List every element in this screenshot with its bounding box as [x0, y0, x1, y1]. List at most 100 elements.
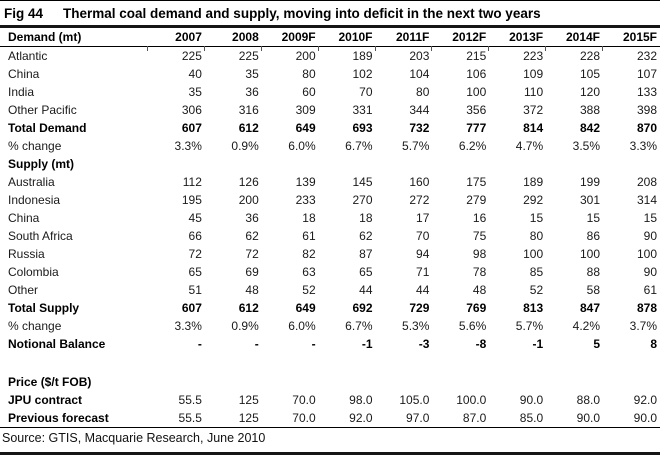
- value-cell-2009f: 6.0%: [288, 139, 316, 153]
- value-cell-2010f: 70: [359, 85, 373, 99]
- table-row-colombia: Colombia 65 69 63 65 71 78 85 88 90: [0, 263, 660, 281]
- value-cell-2011f: 5.3%: [402, 319, 430, 333]
- value-cell-2009f: 649: [295, 301, 316, 315]
- value-cell-2007: 40: [188, 67, 202, 81]
- row-label: Colombia: [8, 265, 59, 279]
- value-cell-2008: 62: [245, 229, 259, 243]
- value-cell-2010f: 693: [352, 121, 373, 135]
- coal-demand-supply-table: Demand (mt) 2007 2008 2009F 2010F 2011F 2012F 2…: [0, 28, 660, 427]
- value-cell-2008: 72: [245, 247, 259, 261]
- value-cell-2012f: 16: [472, 211, 487, 225]
- value-cell-2012f: 106: [466, 67, 487, 81]
- row-label: South Africa: [8, 229, 73, 243]
- value-cell-2008: 35: [245, 67, 259, 81]
- header-cell-year-2009f: 2009F: [260, 28, 319, 51]
- value-cell-2009f: 6.0%: [288, 319, 316, 333]
- value-cell-2011f: 104: [409, 67, 430, 81]
- value-cell-2010f: 189: [352, 49, 373, 63]
- value-cell-2009f: 61: [302, 229, 316, 243]
- value-cell-2013f: 189: [523, 175, 544, 189]
- header-cell-year-2010f: 2010F: [317, 28, 376, 51]
- value-cell-2011f: 105.0: [399, 393, 430, 407]
- value-cell-2014f: 105: [579, 67, 600, 81]
- value-cell-2014f: 3.5%: [572, 139, 600, 153]
- row-label: JPU contract: [8, 393, 83, 407]
- table-row-china: China 40 35 80 102 104 106 109 105 107: [0, 65, 660, 83]
- value-cell-2011f: 5.7%: [402, 139, 430, 153]
- value-cell-2014f: 120: [579, 85, 600, 99]
- value-cell-2013f: 292: [523, 193, 544, 207]
- value-cell-2008: 225: [238, 49, 259, 63]
- value-cell-2012f: 175: [466, 175, 487, 189]
- row-label: Notional Balance: [8, 337, 106, 351]
- table-row-india: India 35 36 60 70 80 100 110 120 133: [0, 83, 660, 101]
- value-cell-2014f: [546, 155, 603, 173]
- value-cell-2013f: -1: [532, 337, 544, 351]
- table-row-other-pacific: Other Pacific 306 316 309 331 344 356 372 388 398: [0, 101, 660, 119]
- value-cell-2009f: [262, 373, 319, 391]
- value-cell-2007: 607: [181, 121, 202, 135]
- value-cell-2015f: 398: [636, 103, 657, 117]
- value-cell-2011f: 203: [409, 49, 430, 63]
- value-cell-2010f: 331: [352, 103, 373, 117]
- value-cell-2011f: -3: [418, 337, 430, 351]
- value-cell-2008: [205, 155, 262, 173]
- value-cell-2011f: 71: [416, 265, 430, 279]
- value-cell-2010f: 92.0: [349, 411, 373, 425]
- value-cell-2008: 612: [238, 301, 259, 315]
- value-cell-2012f: 100: [466, 85, 487, 99]
- row-label: Australia: [8, 175, 55, 189]
- value-cell-2014f: 301: [579, 193, 600, 207]
- value-cell-2007: 66: [188, 229, 202, 243]
- value-cell-2014f: 90.0: [576, 411, 600, 425]
- value-cell-2010f: -1: [361, 337, 373, 351]
- value-cell-2007: -: [197, 337, 202, 351]
- row-label: % change: [8, 319, 62, 333]
- top-rule: [0, 0, 660, 1]
- title-separator-rule: [0, 25, 660, 28]
- value-cell-2010f: 98.0: [349, 393, 373, 407]
- value-cell-2012f: [432, 373, 489, 391]
- value-cell-2009f: 63: [302, 265, 316, 279]
- value-cell-2015f: 8: [650, 337, 657, 351]
- table-row-change: % change 3.3% 0.9% 6.0% 6.7% 5.3% 5.6% 5.7% 4.2%…: [0, 317, 660, 335]
- value-cell-2015f: 90: [643, 265, 657, 279]
- row-label: Previous forecast: [8, 411, 109, 425]
- value-cell-2011f: 97.0: [406, 411, 430, 425]
- value-cell-2015f: 61: [643, 283, 657, 297]
- value-cell-2014f: [546, 373, 603, 391]
- value-cell-2009f: -: [311, 337, 316, 351]
- value-cell-2011f: [376, 373, 433, 391]
- value-cell-2013f: [489, 373, 546, 391]
- table-row-indonesia: Indonesia 195 200 233 270 272 279 292 301 314: [0, 191, 660, 209]
- value-cell-2013f: 100: [523, 247, 544, 261]
- value-cell-2011f: 94: [416, 247, 430, 261]
- value-cell-2014f: 5: [593, 337, 600, 351]
- value-cell-2010f: [319, 155, 376, 173]
- value-cell-2015f: 208: [636, 175, 657, 189]
- row-label: China: [8, 67, 40, 81]
- value-cell-2015f: 90: [643, 229, 657, 243]
- value-cell-2009f: 309: [295, 103, 316, 117]
- value-cell-2007: 3.3%: [174, 139, 202, 153]
- value-cell-2009f: 52: [302, 283, 316, 297]
- value-cell-2007: 3.3%: [174, 319, 202, 333]
- value-cell-2008: 126: [238, 175, 259, 189]
- value-cell-2013f: 52: [529, 283, 544, 297]
- value-cell-2007: 55.5: [178, 393, 202, 407]
- value-cell-2010f: 270: [352, 193, 373, 207]
- value-cell-2011f: 80: [416, 85, 430, 99]
- value-cell-2015f: 15: [643, 211, 657, 225]
- table-row-price-t-fob: Price ($/t FOB): [0, 373, 660, 391]
- value-cell-2014f: 88.0: [576, 393, 600, 407]
- column-tick: [545, 46, 547, 51]
- value-cell-2007: 51: [188, 283, 202, 297]
- value-cell-2008: 48: [245, 283, 259, 297]
- value-cell-2015f: [603, 155, 660, 173]
- value-cell-2008: 36: [245, 211, 259, 225]
- value-cell-2011f: 70: [416, 229, 430, 243]
- value-cell-2015f: 3.7%: [629, 319, 657, 333]
- value-cell-2009f: 139: [295, 175, 316, 189]
- header-cell-demand-label: Demand (mt): [0, 28, 148, 47]
- header-cell-year-2015f: 2015F: [602, 28, 660, 51]
